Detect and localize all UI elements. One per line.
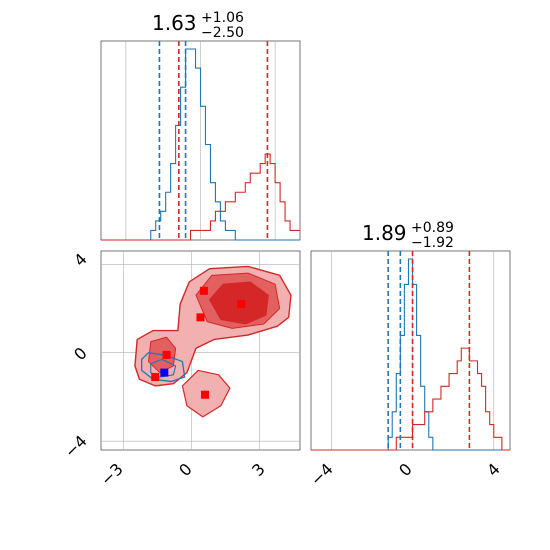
joint-y-tick-labels: 4 0 −4 [61,249,91,461]
x-tick-label: 3 [248,459,269,480]
panel-marginal-1 [100,40,301,241]
red-marker [196,313,205,322]
title-marginal-1: 1.63 +1.06 −2.50 [152,10,244,41]
red-marker [199,286,208,295]
x-tick-label: −3 [97,459,127,489]
red-marker [237,300,246,309]
panel-joint [100,250,301,451]
red-marker [162,350,171,359]
marginal-2-x-tick-labels: −4 0 4 [307,459,504,489]
title-marginal-2: 1.89 +0.89 −1.92 [362,220,454,251]
title-2-plus: +0.89 [411,220,454,236]
blue-marker [160,368,169,377]
x-tick-label: 4 [483,459,504,480]
x-tick-label: −4 [307,459,337,489]
y-tick-label: −4 [61,431,91,461]
histogram-series-red [101,153,300,241]
histogram-series-red [311,347,510,451]
title-1-median: 1.63 [152,11,197,35]
contour-blue-outer [141,352,186,383]
red-marker [151,373,160,382]
joint-x-tick-labels: −3 0 3 [97,459,269,489]
title-1-minus: −2.50 [201,25,244,41]
x-tick-label: 0 [395,459,416,480]
title-2-median: 1.89 [362,221,407,245]
y-tick-label: 0 [70,343,91,364]
title-1-plus: +1.06 [201,10,244,26]
contour-blue-inner [150,358,177,378]
y-tick-label: 4 [70,249,91,270]
title-2-minus: −1.92 [411,235,454,251]
panel-marginal-2 [310,250,511,451]
red-marker [201,390,210,399]
x-tick-label: 0 [175,459,196,480]
